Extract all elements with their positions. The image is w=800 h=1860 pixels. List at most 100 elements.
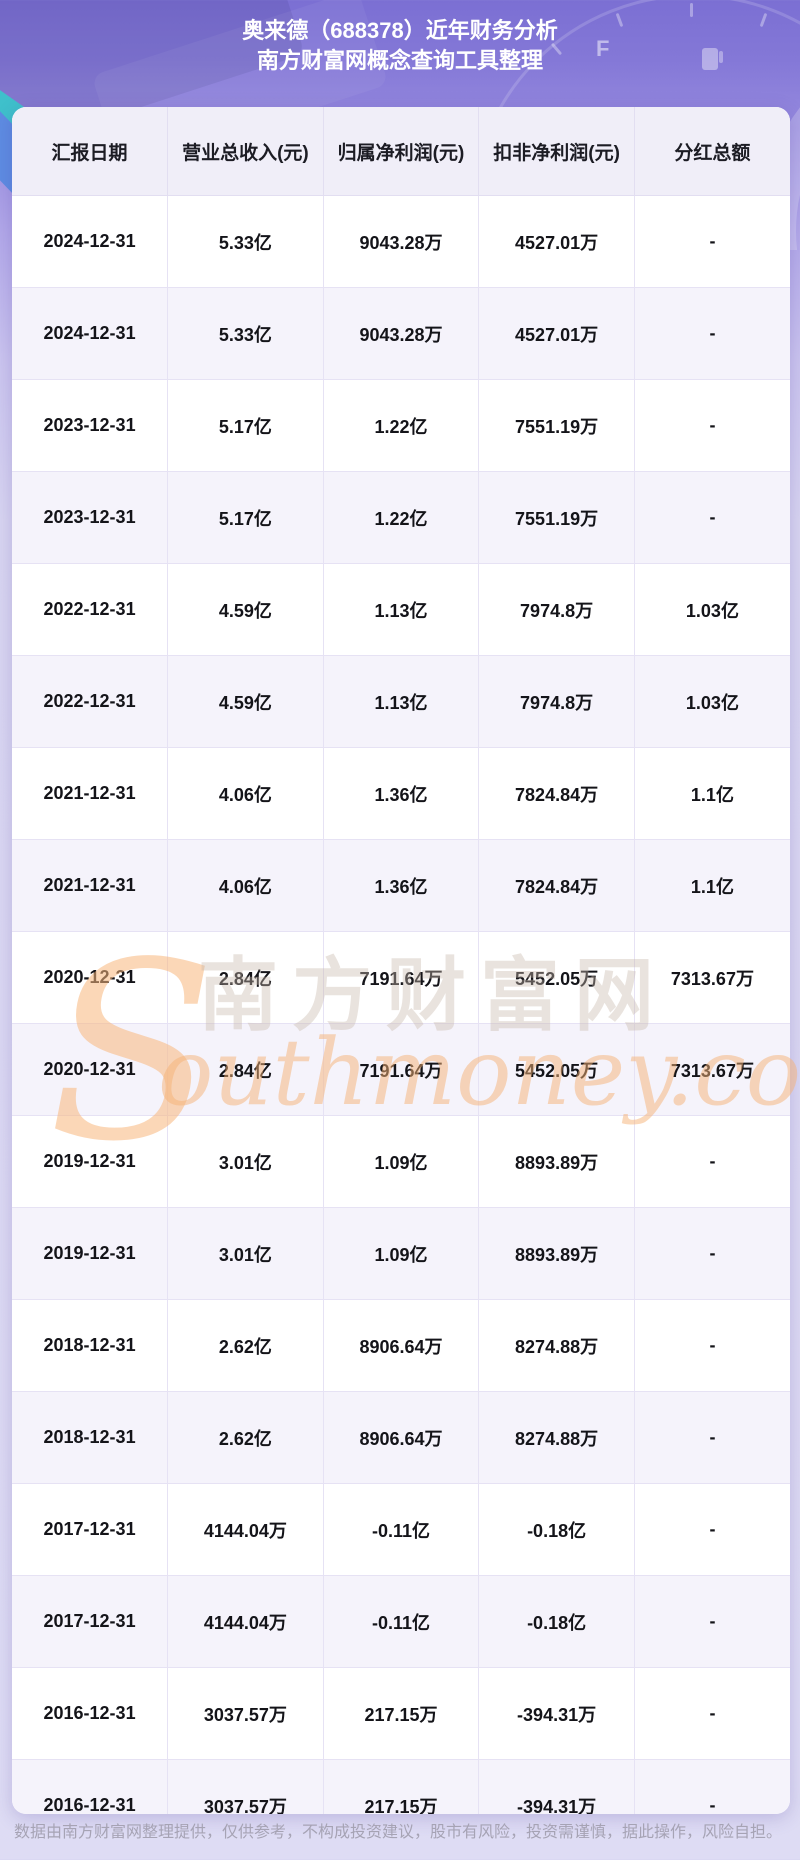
table-cell: 4.06亿 bbox=[167, 747, 324, 840]
table-cell: 8906.64万 bbox=[323, 1299, 480, 1392]
table-cell: 2017-12-31 bbox=[12, 1483, 169, 1576]
table-row: 2017-12-31 4144.04万 -0.11亿 -0.18亿 - bbox=[12, 1483, 790, 1576]
table-cell: 2022-12-31 bbox=[12, 655, 169, 748]
table-cell: - bbox=[634, 1299, 790, 1392]
table-cell: - bbox=[634, 1759, 790, 1814]
table-cell: 2020-12-31 bbox=[12, 1023, 169, 1116]
table-cell: 7191.64万 bbox=[323, 1023, 480, 1116]
table-body: 2024-12-31 5.33亿 9043.28万 4527.01万 -2024-12-… bbox=[12, 195, 790, 1814]
table-cell: 1.36亿 bbox=[323, 747, 480, 840]
fuel-gauge-tick bbox=[690, 3, 693, 17]
table-row: 2022-12-31 4.59亿 1.13亿 7974.8万 1.03亿 bbox=[12, 563, 790, 656]
table-row: 2022-12-31 4.59亿 1.13亿 7974.8万 1.03亿 bbox=[12, 655, 790, 748]
column-header: 营业总收入(元) bbox=[167, 107, 324, 196]
table-row: 2016-12-31 3037.57万 217.15万 -394.31万 - bbox=[12, 1667, 790, 1760]
table-cell: 5.17亿 bbox=[167, 379, 324, 472]
table-cell: - bbox=[634, 1391, 790, 1484]
page-title-line2: 南方财富网概念查询工具整理 bbox=[256, 48, 543, 73]
table-cell: 7974.8万 bbox=[478, 655, 635, 748]
table-cell: 1.13亿 bbox=[323, 563, 480, 656]
column-header: 汇报日期 bbox=[12, 107, 169, 196]
table-cell: 1.09亿 bbox=[323, 1207, 480, 1300]
table-cell: 4.59亿 bbox=[167, 563, 324, 656]
table-cell: 5.33亿 bbox=[167, 287, 324, 380]
table-cell: -0.18亿 bbox=[478, 1575, 635, 1668]
table-cell: 3.01亿 bbox=[167, 1115, 324, 1208]
table-cell: 2.62亿 bbox=[167, 1299, 324, 1392]
table-row: 2020-12-31 2.84亿 7191.64万 5452.05万 7313.67万 bbox=[12, 931, 790, 1024]
table-cell: 2019-12-31 bbox=[12, 1115, 169, 1208]
table-cell: 1.13亿 bbox=[323, 655, 480, 748]
table-cell: - bbox=[634, 1207, 790, 1300]
table-cell: 7313.67万 bbox=[634, 931, 790, 1024]
table-cell: 2018-12-31 bbox=[12, 1299, 169, 1392]
table-row: 2021-12-31 4.06亿 1.36亿 7824.84万 1.1亿 bbox=[12, 839, 790, 932]
table-row: 2020-12-31 2.84亿 7191.64万 5452.05万 7313.67万 bbox=[12, 1023, 790, 1116]
table-cell: - bbox=[634, 1115, 790, 1208]
table-cell: 2016-12-31 bbox=[12, 1759, 169, 1814]
table-cell: 1.09亿 bbox=[323, 1115, 480, 1208]
table-cell: 2019-12-31 bbox=[12, 1207, 169, 1300]
table-cell: 1.36亿 bbox=[323, 839, 480, 932]
table-cell: 7824.84万 bbox=[478, 747, 635, 840]
table-cell: 2.84亿 bbox=[167, 931, 324, 1024]
table-cell: 5.33亿 bbox=[167, 195, 324, 288]
table-cell: 7974.8万 bbox=[478, 563, 635, 656]
table-row: 2018-12-31 2.62亿 8906.64万 8274.88万 - bbox=[12, 1299, 790, 1392]
table-cell: 4.06亿 bbox=[167, 839, 324, 932]
page-title: 奥来德（688378）近年财务分析 南方财富网概念查询工具整理 bbox=[0, 16, 800, 76]
financial-table: 汇报日期 营业总收入(元) 归属净利润(元) 扣非净利润(元) 分红总额 2024-12… bbox=[12, 107, 790, 1814]
table-cell: 2021-12-31 bbox=[12, 839, 169, 932]
table-cell: - bbox=[634, 379, 790, 472]
column-header: 扣非净利润(元) bbox=[478, 107, 635, 196]
table-cell: 7191.64万 bbox=[323, 931, 480, 1024]
table-cell: 1.1亿 bbox=[634, 839, 790, 932]
table-cell: 2016-12-31 bbox=[12, 1667, 169, 1760]
table-cell: 4144.04万 bbox=[167, 1575, 324, 1668]
table-cell: 2018-12-31 bbox=[12, 1391, 169, 1484]
disclaimer-text: 数据由南方财富网整理提供，仅供参考，不构成投资建议，股市有风险，投资需谨慎，据此… bbox=[14, 1824, 783, 1841]
table-cell: 5452.05万 bbox=[478, 931, 635, 1024]
table-row: 2019-12-31 3.01亿 1.09亿 8893.89万 - bbox=[12, 1207, 790, 1300]
table-cell: 4527.01万 bbox=[478, 195, 635, 288]
table-cell: 3037.57万 bbox=[167, 1667, 324, 1760]
table-cell: 7313.67万 bbox=[634, 1023, 790, 1116]
table-cell: -0.11亿 bbox=[323, 1575, 480, 1668]
table-cell: 2.84亿 bbox=[167, 1023, 324, 1116]
table-cell: 5.17亿 bbox=[167, 471, 324, 564]
table-row: 2023-12-31 5.17亿 1.22亿 7551.19万 - bbox=[12, 471, 790, 564]
fuel-pump-icon bbox=[702, 48, 723, 70]
table-cell: -394.31万 bbox=[478, 1759, 635, 1814]
table-cell: 9043.28万 bbox=[323, 195, 480, 288]
table-cell: 7824.84万 bbox=[478, 839, 635, 932]
table-row: 2018-12-31 2.62亿 8906.64万 8274.88万 - bbox=[12, 1391, 790, 1484]
table-cell: 7551.19万 bbox=[478, 379, 635, 472]
table-cell: 2022-12-31 bbox=[12, 563, 169, 656]
table-cell: 4144.04万 bbox=[167, 1483, 324, 1576]
table-cell: - bbox=[634, 471, 790, 564]
table-cell: - bbox=[634, 195, 790, 288]
table-row: 2023-12-31 5.17亿 1.22亿 7551.19万 - bbox=[12, 379, 790, 472]
table-cell: 2020-12-31 bbox=[12, 931, 169, 1024]
table-row: 2021-12-31 4.06亿 1.36亿 7824.84万 1.1亿 bbox=[12, 747, 790, 840]
table-row: 2024-12-31 5.33亿 9043.28万 4527.01万 - bbox=[12, 195, 790, 288]
table-cell: - bbox=[634, 1667, 790, 1760]
table-cell: 1.03亿 bbox=[634, 563, 790, 656]
table-cell: 4527.01万 bbox=[478, 287, 635, 380]
fuel-gauge-full-label: F bbox=[596, 36, 610, 61]
table-row: 2017-12-31 4144.04万 -0.11亿 -0.18亿 - bbox=[12, 1575, 790, 1668]
table-row: 2016-12-31 3037.57万 217.15万 -394.31万 - bbox=[12, 1759, 790, 1814]
table-row: 2019-12-31 3.01亿 1.09亿 8893.89万 - bbox=[12, 1115, 790, 1208]
table-cell: 2.62亿 bbox=[167, 1391, 324, 1484]
table-cell: 1.22亿 bbox=[323, 379, 480, 472]
table-cell: - bbox=[634, 287, 790, 380]
column-header: 归属净利润(元) bbox=[323, 107, 480, 196]
table-cell: - bbox=[634, 1575, 790, 1668]
financial-table-card: 汇报日期 营业总收入(元) 归属净利润(元) 扣非净利润(元) 分红总额 2024-12… bbox=[12, 107, 790, 1814]
table-cell: 8274.88万 bbox=[478, 1391, 635, 1484]
table-cell: 2024-12-31 bbox=[12, 195, 169, 288]
table-cell: -0.18亿 bbox=[478, 1483, 635, 1576]
table-cell: 2017-12-31 bbox=[12, 1575, 169, 1668]
table-cell: 1.22亿 bbox=[323, 471, 480, 564]
table-cell: 1.03亿 bbox=[634, 655, 790, 748]
